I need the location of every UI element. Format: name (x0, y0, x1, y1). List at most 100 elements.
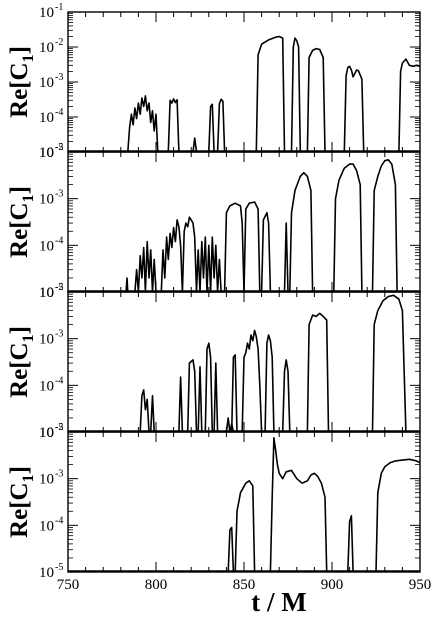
series-line-11 (264, 334, 275, 433)
series-line-12 (371, 159, 398, 293)
y-tick-label: 10 (39, 472, 54, 488)
series-line-2 (167, 98, 180, 153)
series-line-3 (160, 219, 184, 293)
panel-3: 10-510-410-310 -2Re[C1] (6, 282, 421, 441)
y-tick-exponent: -4 (55, 515, 63, 526)
y-tick-exponent: -3 (55, 329, 63, 340)
y-tick-label: 10 (39, 40, 54, 56)
series-line-10 (241, 329, 263, 433)
y-tick-exponent: -5 (55, 562, 63, 573)
y-tick-label: 10 (39, 565, 54, 581)
y-label-subscript: 1 (20, 54, 37, 62)
series-line-11 (333, 163, 363, 293)
y-tick-exponent: -2 (55, 282, 63, 293)
series-line-6 (255, 35, 286, 153)
series-line-9 (343, 65, 365, 153)
y-tick-label: 10 (39, 5, 54, 21)
y-axis-label: Re[C1] (6, 466, 37, 538)
y-label-subscript: 1 (20, 474, 37, 482)
series-line-10 (398, 58, 421, 153)
series-line-4 (208, 103, 215, 153)
y-tick-label: 10 (39, 332, 54, 348)
y-axis-label: Re[C1] (6, 46, 37, 118)
series-line-3 (192, 137, 198, 153)
series-line-1 (227, 526, 235, 573)
y-axis-label: Re[C1] (6, 186, 37, 258)
y-tick-label: 10 (39, 110, 54, 126)
y-tick-label: 10 (39, 425, 54, 441)
y-tick-exponent: -4 (55, 235, 63, 246)
y-label-close: ] (6, 466, 33, 474)
series-line-7 (290, 37, 302, 153)
y-label-close: ] (6, 186, 33, 194)
y-tick-label: 10 (39, 145, 54, 161)
y-tick-label: 10 (39, 145, 54, 161)
y-tick-exponent: -2 (55, 142, 63, 153)
y-tick-label: 10 (39, 378, 54, 394)
y-label-close: ] (6, 46, 33, 54)
x-tick-label: 850 (233, 577, 256, 593)
y-tick-exponent: -3 (55, 189, 63, 200)
series-line-1 (125, 277, 129, 293)
series-line-5 (197, 365, 203, 433)
series-line-7 (243, 201, 261, 293)
y-tick-exponent: -5 (55, 422, 63, 433)
y-tick-label: 10 (39, 238, 54, 254)
panel-frame (67, 11, 421, 153)
x-tick-label: 900 (321, 577, 344, 593)
panel-1: 10-510-410-310-210 -1Re[C1] (6, 2, 421, 161)
y-tick-exponent: -5 (55, 282, 63, 293)
y-tick-label: 10 (39, 75, 54, 91)
series-line-1 (127, 95, 159, 153)
y-tick-label: 10 (39, 192, 54, 208)
series-line-8 (306, 47, 326, 153)
y-tick-exponent: -5 (55, 142, 63, 153)
y-tick-label: 10 (39, 285, 54, 301)
series-line-7 (213, 362, 219, 433)
series-line-3 (178, 376, 184, 433)
series-line-1 (139, 389, 150, 433)
y-axis-label: Re[C1] (6, 326, 37, 398)
y-tick-exponent: -3 (55, 72, 63, 83)
series-line-10 (289, 171, 314, 293)
series-line-4 (181, 216, 198, 293)
series-line-9 (230, 354, 238, 433)
y-label-subscript: 1 (20, 194, 37, 202)
x-tick-label: 800 (145, 577, 168, 593)
series-line-9 (283, 222, 289, 293)
y-tick-label: 10 (39, 425, 54, 441)
series-line-12 (281, 359, 291, 433)
series-line-6 (204, 342, 214, 433)
series-line-2 (234, 479, 256, 573)
y-label-main: Re[C (6, 62, 33, 118)
y-label-main: Re[C (6, 202, 33, 258)
x-axis-label: t / M (251, 587, 306, 617)
series-line-4 (186, 359, 198, 433)
y-tick-label: 10 (39, 285, 54, 301)
panels: 10-510-410-310-210 -1Re[C1]10-510-410-310… (6, 2, 431, 593)
y-label-main: Re[C (6, 482, 33, 538)
series-line-6 (223, 202, 245, 293)
y-label-main: Re[C (6, 342, 33, 398)
y-tick-exponent: -1 (55, 2, 63, 13)
series-line-3 (269, 436, 328, 573)
series-line-5 (195, 236, 222, 293)
y-tick-exponent: -3 (55, 469, 63, 480)
series-line-14 (371, 294, 407, 433)
series-line-5 (216, 98, 226, 153)
series-line-8 (260, 211, 272, 293)
series-line-2 (134, 240, 157, 293)
series-line-5 (375, 458, 421, 573)
y-tick-exponent: -4 (55, 107, 63, 118)
x-tick-label: 750 (57, 577, 80, 593)
y-label-subscript: 1 (20, 334, 37, 342)
x-tick-label: 950 (409, 577, 432, 593)
panel-4: 10-510-410-310 -2Re[C1]750 800 850 900 950 (6, 422, 431, 593)
series-line-2 (149, 394, 155, 433)
panel-2: 10-510-410-310 -2Re[C1] (6, 142, 421, 301)
y-tick-exponent: -4 (55, 375, 63, 386)
y-tick-exponent: -2 (55, 422, 63, 433)
y-tick-exponent: -2 (55, 37, 63, 48)
y-tick-label: 10 (39, 518, 54, 534)
